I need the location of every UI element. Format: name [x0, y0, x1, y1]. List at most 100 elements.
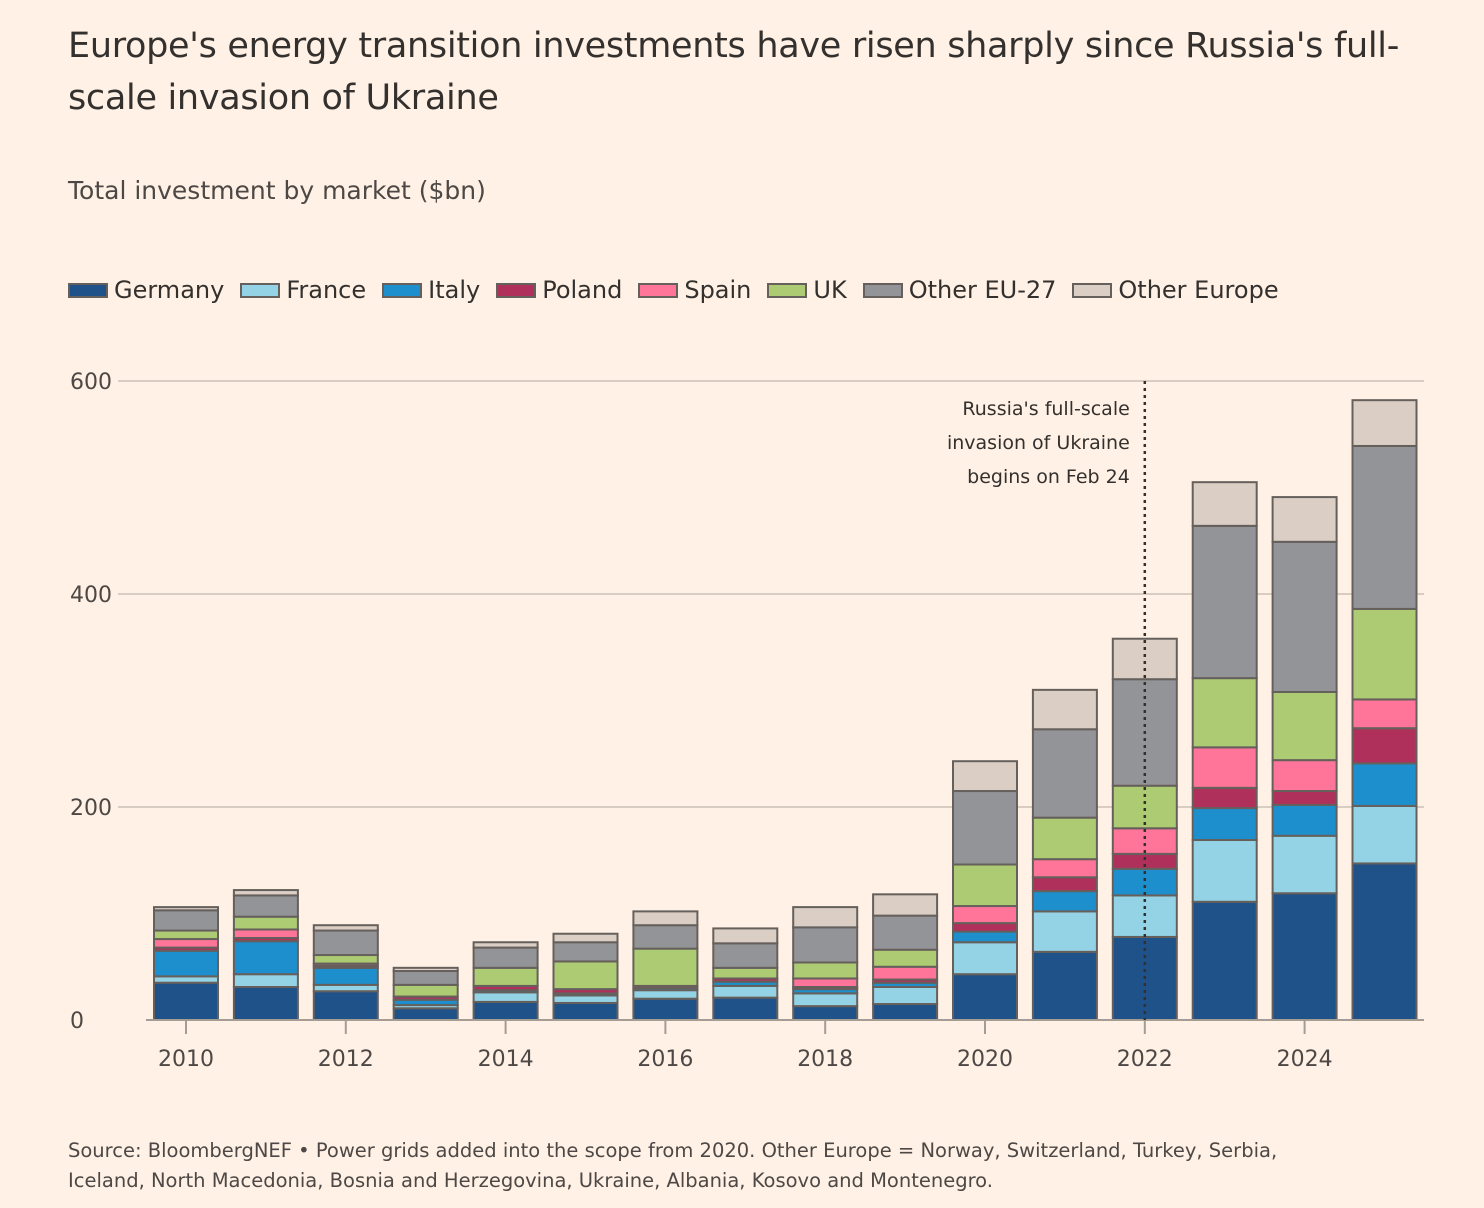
bar-segment-other-eu-27-2015 — [552, 941, 619, 963]
bar-segment-spain-2018 — [792, 977, 859, 988]
legend-swatch-other-europe — [1072, 282, 1113, 298]
annotation-line-1: Russia's full-scale — [962, 398, 1129, 420]
bar-segment-other-europe-2014 — [472, 941, 539, 949]
legend-label-poland: Poland — [542, 276, 623, 304]
bar-segment-spain-2023 — [1191, 746, 1258, 789]
bar-segment-spain-2022 — [1111, 827, 1178, 855]
bar-segment-other-eu-27-2017 — [712, 942, 779, 969]
bar-2024 — [1271, 496, 1338, 1022]
bar-segment-other-eu-27-2016 — [632, 924, 699, 950]
legend-item-other-europe: Other Europe — [1072, 276, 1279, 304]
bar-2025 — [1351, 399, 1418, 1021]
x-tick-label-2012: 2012 — [318, 1047, 374, 1072]
y-tick-label-600: 600 — [70, 370, 112, 395]
bar-segment-poland-2024 — [1271, 790, 1338, 806]
bar-segment-other-eu-27-2014 — [472, 946, 539, 969]
bar-2012 — [312, 924, 379, 1021]
bar-segment-germany-2016 — [632, 997, 699, 1022]
annotation-line-3: begins on Feb 24 — [967, 466, 1130, 488]
bar-segment-spain-2021 — [1031, 858, 1098, 879]
bar-segment-germany-2021 — [1031, 950, 1098, 1022]
bar-segment-uk-2010 — [153, 929, 219, 941]
bar-segment-uk-2015 — [552, 960, 619, 991]
legend-label-other-eu-27: Other EU-27 — [908, 276, 1057, 304]
bar-segment-other-eu-27-2013 — [392, 970, 459, 986]
bar-segment-france-2018 — [792, 992, 859, 1008]
legend-item-poland: Poland — [496, 276, 622, 304]
source-line-1: Source: BloombergNEF • Power grids added… — [68, 1139, 1278, 1162]
bar-segment-uk-2013 — [392, 983, 459, 998]
bar-segment-other-eu-27-2011 — [232, 894, 299, 918]
bar-segment-uk-2011 — [232, 915, 299, 931]
bar-segment-other-eu-27-2018 — [792, 926, 859, 964]
bar-segment-other-eu-27-2010 — [153, 909, 219, 932]
bar-segment-uk-2014 — [472, 966, 539, 987]
bar-segment-france-2023 — [1191, 839, 1258, 903]
legend-item-italy: Italy — [382, 276, 480, 304]
bar-segment-germany-2018 — [792, 1005, 859, 1022]
legend-label-uk: UK — [813, 276, 847, 304]
bar-segment-other-eu-27-2025 — [1351, 444, 1418, 610]
bar-segment-germany-2011 — [232, 985, 299, 1021]
bar-2014 — [472, 941, 539, 1022]
bar-segment-other-europe-2013 — [392, 966, 459, 973]
bar-segment-france-2016 — [632, 989, 699, 1000]
legend-item-france: France — [240, 276, 366, 304]
invasion-annotation: Russia's full-scale invasion of Ukraine be… — [947, 381, 1147, 1020]
bar-2021 — [1031, 688, 1098, 1022]
legend-item-germany: Germany — [68, 276, 224, 304]
bar-segment-other-europe-2025 — [1351, 399, 1418, 447]
bar-segment-other-europe-2019 — [872, 893, 939, 917]
bar-segment-italy-2025 — [1351, 762, 1418, 807]
bar-segment-uk-2024 — [1271, 690, 1338, 762]
bar-segment-other-europe-2018 — [792, 906, 859, 929]
legend-swatch-italy — [382, 282, 423, 298]
legend-item-other-eu-27: Other EU-27 — [862, 276, 1057, 304]
bar-segment-germany-2012 — [312, 990, 379, 1021]
bar-2015 — [552, 932, 619, 1022]
bar-segment-other-europe-2010 — [153, 906, 219, 912]
bar-segment-other-europe-2017 — [712, 927, 779, 945]
bar-segment-germany-2013 — [392, 1007, 459, 1021]
legend-swatch-france — [240, 282, 281, 298]
bar-segment-france-2011 — [232, 973, 299, 988]
bar-segment-poland-2020 — [952, 922, 1018, 933]
bar-segment-other-europe-2023 — [1191, 481, 1258, 527]
bar-segment-germany-2023 — [1191, 900, 1258, 1021]
legend-label-spain: Spain — [684, 276, 752, 304]
chart-title: Europe's energy transition investments h… — [68, 26, 1400, 118]
x-axis: 2010 2012 2014 2016 2018 2020 2022 2024 — [146, 1019, 1424, 1072]
bar-segment-uk-2022 — [1111, 784, 1178, 830]
x-tick-label-2020: 2020 — [957, 1047, 1013, 1072]
legend-swatch-uk — [767, 282, 808, 298]
legend-swatch-germany — [68, 282, 108, 298]
x-tick-label-2010: 2010 — [158, 1047, 214, 1072]
bar-segment-spain-2019 — [872, 965, 939, 981]
bar-segment-italy-2012 — [312, 966, 379, 986]
x-tick-label-2014: 2014 — [478, 1047, 534, 1072]
bar-segment-other-europe-2024 — [1271, 496, 1338, 543]
bar-segment-france-2025 — [1351, 804, 1418, 865]
bar-segment-uk-2023 — [1191, 677, 1258, 749]
bar-2023 — [1191, 481, 1258, 1021]
bar-segment-other-eu-27-2019 — [872, 914, 939, 951]
bar-segment-france-2019 — [872, 985, 939, 1006]
legend-label-other-europe: Other Europe — [1118, 276, 1279, 304]
x-tick-label-2024: 2024 — [1277, 1047, 1333, 1072]
bar-segment-germany-2017 — [712, 996, 779, 1022]
bar-segment-other-europe-2012 — [312, 924, 379, 932]
bar-segment-spain-2010 — [153, 938, 219, 949]
legend-label-france: France — [286, 276, 367, 304]
bar-segment-italy-2010 — [153, 949, 219, 978]
bar-2016 — [632, 910, 699, 1022]
bar-segment-italy-2023 — [1191, 807, 1258, 842]
bar-segment-uk-2016 — [632, 947, 699, 987]
bar-segment-germany-2015 — [552, 1001, 619, 1022]
bar-segment-other-eu-27-2024 — [1271, 540, 1338, 693]
bar-2020 — [952, 760, 1018, 1022]
legend-item-spain: Spain — [638, 276, 751, 304]
bar-segment-germany-2014 — [472, 1000, 539, 1022]
bar-segment-other-europe-2021 — [1031, 688, 1098, 731]
bar-segment-poland-2021 — [1031, 876, 1098, 893]
